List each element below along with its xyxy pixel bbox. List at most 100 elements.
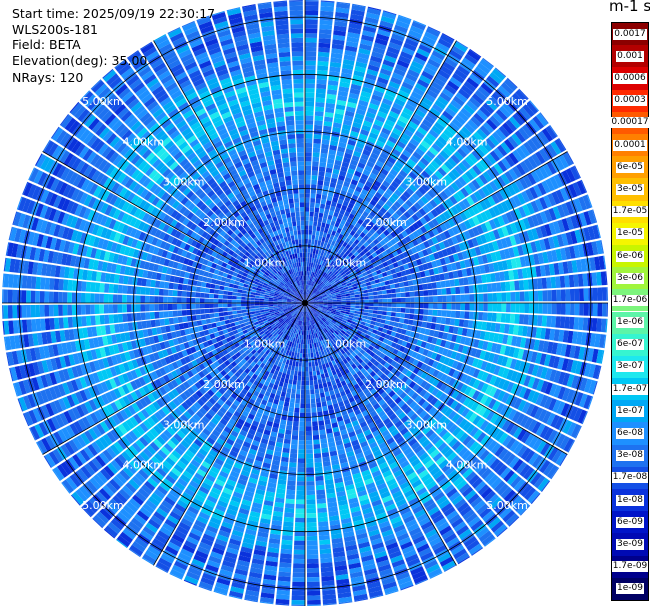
beta-gate [383,362,391,369]
beta-gate [423,303,429,309]
beta-gate [377,210,384,218]
beta-gate [328,149,337,156]
beta-gate [333,192,340,199]
beta-gate [467,493,480,505]
beta-gate [530,405,539,418]
beta-gate [373,238,380,245]
beta-gate [370,127,380,136]
beta-gate [523,158,534,171]
beta-gate [390,316,396,322]
beta-gate [292,430,299,436]
beta-gate [400,403,409,411]
beta-gate [338,141,347,149]
beta-gate [354,170,362,178]
beta-gate [398,206,407,214]
beta-gate [318,171,325,177]
beta-gate [309,299,314,302]
beta-gate [306,453,314,459]
beta-gate [380,267,386,273]
beta-gate [537,252,545,265]
beta-gate [311,308,316,313]
beta-gate [305,92,315,98]
beta-gate [451,440,462,451]
beta-gate [305,362,309,367]
beta-gate [306,563,319,569]
beta-gate [292,568,305,573]
beta-gate [290,448,298,454]
beta-gate [440,317,446,325]
beta-gate [329,205,336,212]
beta-gate [389,168,399,177]
beta-gate [493,376,502,388]
beta-gate [323,322,328,327]
beta-gate [414,308,420,315]
beta-gate [405,297,411,303]
beta-gate [497,366,506,377]
beta-gate [488,134,500,147]
beta-gate [419,74,432,85]
beta-gate [307,306,311,311]
beta-gate [362,30,376,38]
beta-gate [537,182,547,196]
beta-gate [452,253,460,262]
beta-gate [315,102,325,108]
beta-gate [367,384,375,392]
beta-gate [320,10,334,17]
beta-gate [367,288,373,293]
beta-gate [335,108,345,115]
beta-gate [393,243,400,250]
beta-gate [297,458,305,464]
beta-gate [473,429,483,440]
beta-gate [293,421,299,427]
beta-gate [464,294,470,302]
beta-gate [484,221,493,232]
beta-gate [360,355,367,361]
beta-gate [522,204,531,217]
beta-gate [576,259,583,273]
beta-gate [339,137,348,144]
beta-gate [431,488,443,498]
beta-gate [579,377,588,392]
beta-gate [538,303,543,314]
beta-gate [437,167,447,177]
beta-gate [356,229,362,236]
beta-gate [401,258,408,265]
beta-gate [308,305,313,309]
beta-gate [306,554,319,560]
beta-gate [401,230,409,238]
beta-gate [503,248,511,259]
beta-gate [442,61,456,72]
beta-gate [319,388,324,394]
beta-gate [375,249,382,256]
beta-gate [383,229,390,237]
beta-gate [285,503,295,509]
beta-gate [603,334,607,349]
beta-gate [480,383,489,393]
beta-gate [364,303,369,306]
beta-gate [354,294,360,298]
beta-gate [475,265,481,275]
beta-gate [451,118,463,129]
beta-gate [322,190,328,196]
beta-gate [386,437,395,445]
beta-gate [505,513,519,526]
beta-gate [310,198,316,203]
beta-gate [343,315,349,320]
beta-gate [323,251,327,257]
beta-gate [390,375,398,382]
beta-gate [316,189,323,195]
beta-gate [306,558,319,564]
beta-gate [310,291,314,296]
beta-gate [592,209,598,223]
beta-gate [313,313,318,318]
beta-gate [470,401,480,412]
beta-gate [535,423,546,437]
beta-gate [399,334,405,340]
beta-gate [345,309,351,313]
beta-gate [434,183,443,193]
beta-gate [395,20,410,29]
beta-gate [318,383,324,389]
beta-gate [516,193,526,205]
beta-gate [465,438,476,449]
beta-gate [523,314,529,325]
